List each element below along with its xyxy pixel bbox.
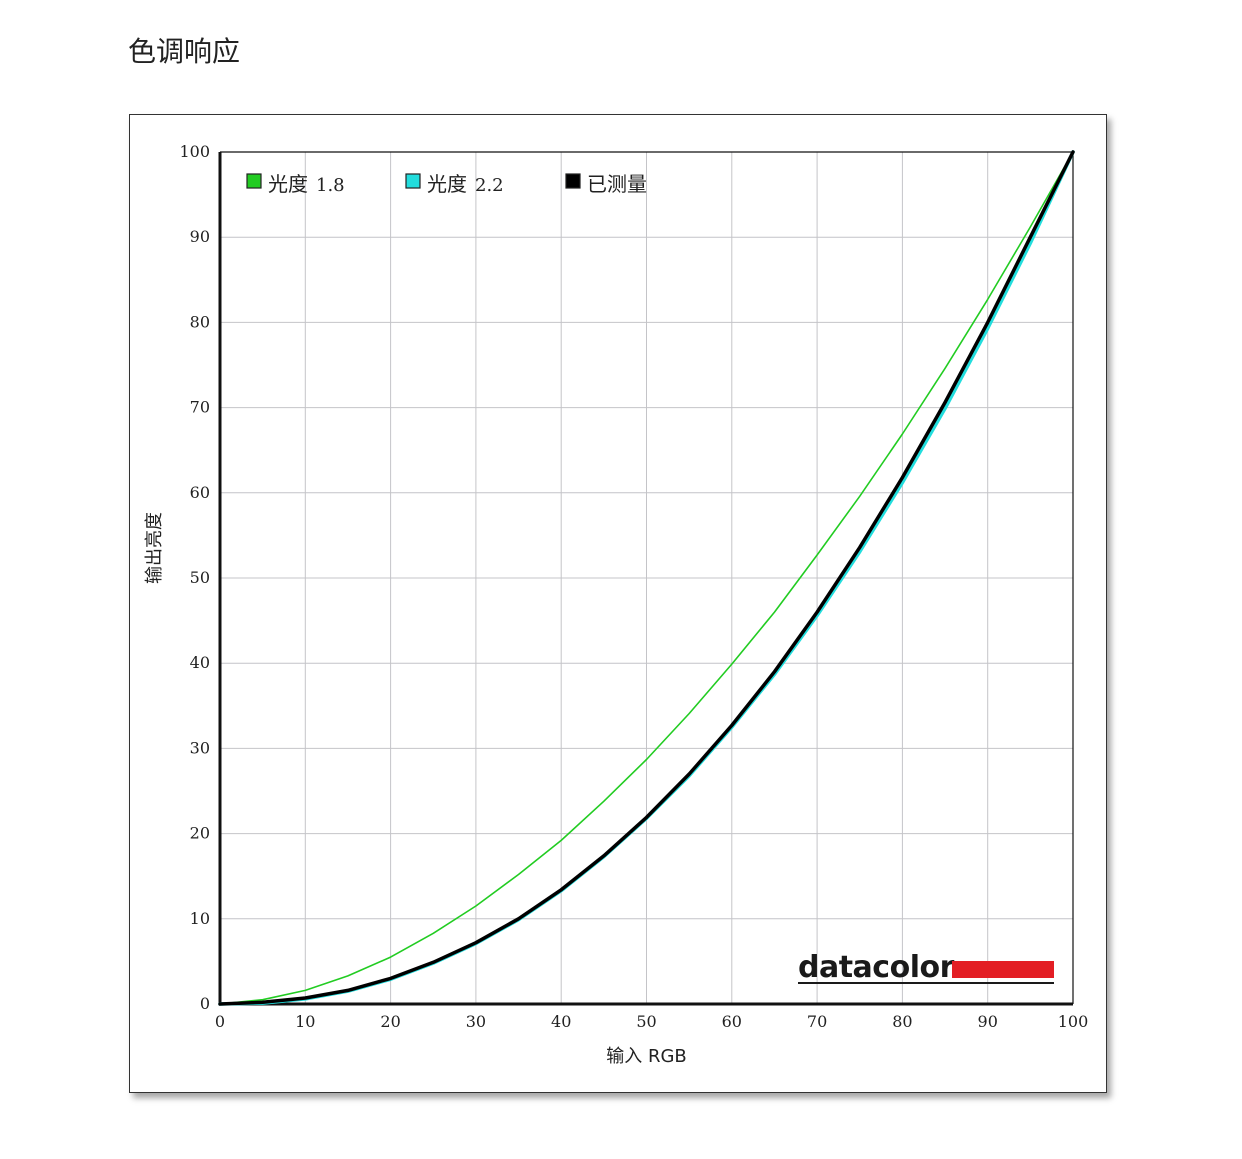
datacolor-logo: datacolor (798, 950, 1054, 985)
legend-label: 已测量 (587, 172, 647, 196)
logo-wordmark: datacolor (798, 950, 955, 985)
y-tick-label: 40 (190, 653, 210, 672)
legend-swatch (565, 173, 581, 189)
x-tick-label: 40 (551, 1012, 571, 1031)
chart-frame: 0 10 20 30 40 50 60 70 80 90 100 0 10 20 30 40 50 60 70 80… (129, 114, 1107, 1093)
y-axis-label: 输出亮度 (144, 512, 165, 584)
x-tick-label: 50 (636, 1012, 656, 1031)
x-tick-label: 10 (295, 1012, 315, 1031)
y-tick-label: 100 (179, 142, 210, 161)
series-lines (218, 150, 1075, 1006)
grid-lines (219, 151, 1074, 1005)
x-tick-label: 70 (807, 1012, 827, 1031)
legend-swatch (246, 173, 262, 189)
x-tick-label: 20 (380, 1012, 400, 1031)
x-tick-label: 30 (466, 1012, 486, 1031)
y-tick-label: 90 (190, 227, 210, 246)
y-tick-label: 70 (190, 398, 210, 417)
legend-swatch (405, 173, 421, 189)
legend-label: 光度 (268, 172, 308, 196)
y-tick-labels: 0 10 20 30 40 50 60 70 80 90 100 (179, 142, 210, 1013)
x-tick-label: 0 (215, 1012, 225, 1031)
x-tick-label: 90 (978, 1012, 998, 1031)
x-tick-labels: 0 10 20 30 40 50 60 70 80 90 100 (215, 1012, 1088, 1031)
legend: 光度 1.8 光度 2.2 已测量 (246, 172, 647, 196)
x-axis-label: 输入 RGB (606, 1046, 687, 1067)
legend-label-number: 2.2 (475, 175, 504, 196)
axes (218, 151, 1074, 1006)
y-tick-label: 60 (190, 483, 210, 502)
series-line-3 (218, 150, 1075, 1006)
y-tick-label: 80 (190, 312, 210, 331)
x-tick-label: 60 (722, 1012, 742, 1031)
legend-label-number: 1.8 (316, 175, 345, 196)
tone-response-chart: 0 10 20 30 40 50 60 70 80 90 100 0 10 20 30 40 50 60 70 80… (144, 142, 1088, 1067)
x-tick-label: 80 (892, 1012, 912, 1031)
y-tick-label: 50 (190, 568, 210, 587)
legend-label: 光度 (427, 172, 467, 196)
logo-red-bar (952, 961, 1054, 978)
y-tick-label: 30 (190, 738, 210, 757)
y-tick-label: 20 (190, 824, 210, 843)
series-line-1 (219, 151, 1074, 1005)
y-tick-label: 10 (190, 909, 210, 928)
page-title: 色调响应 (128, 35, 241, 68)
y-tick-label: 0 (200, 994, 210, 1013)
x-tick-label: 100 (1058, 1012, 1089, 1031)
